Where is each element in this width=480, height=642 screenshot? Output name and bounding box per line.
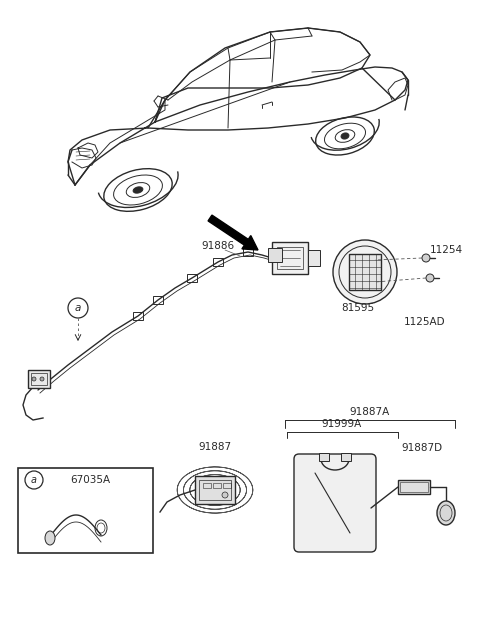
Text: 91887A: 91887A (350, 407, 390, 417)
Bar (308, 250, 320, 266)
Bar (187, 274, 197, 282)
Bar (341, 453, 351, 461)
Text: 67035A: 67035A (70, 475, 110, 485)
Text: 1125AD: 1125AD (404, 317, 446, 327)
Bar (195, 476, 235, 504)
Circle shape (422, 254, 430, 262)
Bar (272, 242, 308, 274)
Bar (133, 312, 143, 320)
Bar (18, 468, 153, 553)
Bar (319, 453, 329, 461)
FancyBboxPatch shape (294, 454, 376, 552)
Bar (277, 247, 303, 269)
Text: 11254: 11254 (430, 245, 463, 255)
Circle shape (32, 377, 36, 381)
FancyArrow shape (208, 215, 258, 250)
Circle shape (333, 240, 397, 304)
Text: 81595: 81595 (341, 303, 374, 313)
Bar (153, 296, 163, 304)
Text: 91886: 91886 (202, 241, 235, 251)
Bar (223, 483, 231, 488)
Bar (349, 254, 381, 290)
Circle shape (222, 492, 228, 498)
Bar (213, 258, 223, 266)
Bar (213, 483, 221, 488)
Bar (243, 248, 253, 256)
Ellipse shape (341, 133, 349, 139)
Text: 91999A: 91999A (322, 419, 362, 429)
Text: 91887D: 91887D (401, 443, 443, 453)
Circle shape (426, 274, 434, 282)
Text: 91887: 91887 (198, 442, 231, 452)
Text: a: a (31, 475, 37, 485)
Ellipse shape (437, 501, 455, 525)
Bar (398, 480, 430, 494)
Bar (268, 248, 282, 262)
Ellipse shape (133, 187, 143, 193)
Bar (203, 483, 211, 488)
Bar (400, 482, 428, 492)
Bar (199, 480, 231, 500)
Bar (28, 370, 50, 388)
Text: a: a (75, 303, 81, 313)
Ellipse shape (45, 531, 55, 545)
Circle shape (40, 377, 44, 381)
Bar (31, 373, 47, 385)
